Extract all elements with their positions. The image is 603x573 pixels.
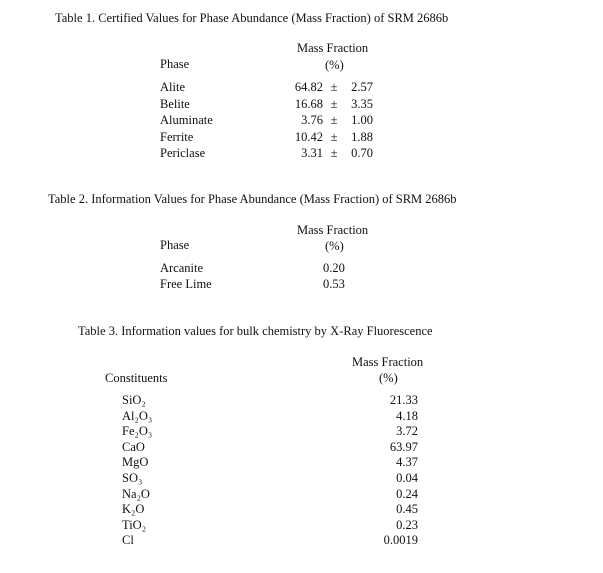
uncertainty-value: 0.70 xyxy=(351,146,373,160)
table2-title: Table 2. Information Values for Phase Ab… xyxy=(48,192,457,206)
constituent-name: SO₃ xyxy=(122,471,143,485)
mass-fraction-value: 3.72 xyxy=(396,424,418,439)
table2-header-phase: Phase xyxy=(160,238,190,252)
table3-header-unit: (%) xyxy=(379,371,398,385)
mass-fraction-value: 0.20 xyxy=(323,261,345,275)
table3-title: Table 3. Information values for bulk che… xyxy=(78,324,433,338)
uncertainty-value: 2.57 xyxy=(351,80,373,94)
uncertainty-value: 1.88 xyxy=(351,129,373,144)
mass-fraction-value: 0.24 xyxy=(396,486,418,501)
constituent-name: Al₂O₃ xyxy=(122,408,153,423)
table1-title: Table 1. Certified Values for Phase Abun… xyxy=(55,11,449,25)
plus-minus: ± xyxy=(330,146,338,160)
table3-header-mass: Mass Fraction xyxy=(352,355,424,369)
mass-fraction-value: 4.18 xyxy=(396,408,418,423)
plus-minus: ± xyxy=(330,129,338,144)
table2-header-unit: (%) xyxy=(325,239,344,253)
plus-minus: ± xyxy=(330,80,338,94)
table1-header-mass: Mass Fraction xyxy=(297,41,369,55)
phase-name: Arcanite xyxy=(160,261,204,275)
table3-header-constituents: Constituents xyxy=(105,371,168,385)
constituent-name: TiO₂ xyxy=(122,517,147,532)
phase-name: Ferrite xyxy=(160,129,194,144)
mass-fraction-value: 0.23 xyxy=(396,517,418,532)
mass-fraction-value: 0.04 xyxy=(396,471,418,485)
uncertainty-value: 1.00 xyxy=(351,113,373,127)
table2-header-mass: Mass Fraction xyxy=(297,223,369,237)
mass-fraction-value: 4.37 xyxy=(396,455,418,470)
phase-name: Free Lime xyxy=(160,277,212,291)
phase-name: Periclase xyxy=(160,146,206,160)
mass-fraction-value: 21.33 xyxy=(389,393,418,407)
phase-name: Belite xyxy=(160,96,190,111)
mass-fraction-value: 0.53 xyxy=(323,277,345,291)
plus-minus: ± xyxy=(330,113,338,127)
constituent-name: SiO₂ xyxy=(122,393,146,407)
mass-fraction-value: 3.76 xyxy=(301,113,323,127)
constituent-name: MgO xyxy=(122,455,149,470)
mass-fraction-value: 10.42 xyxy=(294,129,323,144)
mass-fraction-value: 3.31 xyxy=(301,146,323,160)
constituent-name: Fe₂O₃ xyxy=(122,424,153,439)
constituent-name: CaO xyxy=(122,439,145,454)
constituent-name: K₂O xyxy=(122,502,145,517)
constituent-name: Cl xyxy=(122,533,134,548)
phase-name: Alite xyxy=(160,80,185,94)
mass-fraction-value: 64.82 xyxy=(294,80,323,94)
phase-name: Aluminate xyxy=(160,113,213,127)
mass-fraction-value: 16.68 xyxy=(294,96,323,111)
table1-header-phase: Phase xyxy=(160,57,190,71)
mass-fraction-value: 0.0019 xyxy=(383,533,418,548)
table1-header-unit: (%) xyxy=(325,58,344,72)
constituent-name: Na₂O xyxy=(122,486,150,501)
mass-fraction-value: 63.97 xyxy=(389,439,418,454)
mass-fraction-value: 0.45 xyxy=(396,502,418,517)
uncertainty-value: 3.35 xyxy=(351,96,373,111)
plus-minus: ± xyxy=(330,96,338,111)
